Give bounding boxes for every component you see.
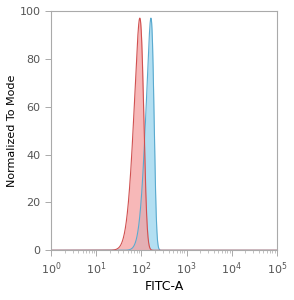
X-axis label: FITC-A: FITC-A	[144, 280, 183, 293]
Y-axis label: Normalized To Mode: Normalized To Mode	[7, 74, 17, 187]
